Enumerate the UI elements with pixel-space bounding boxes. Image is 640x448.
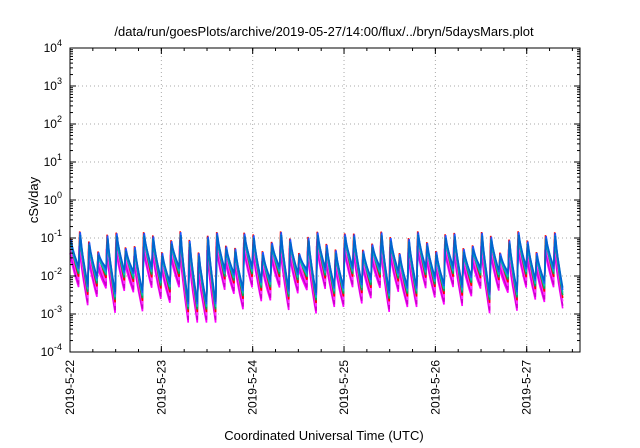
x-tick-label: 2019-5-25 (337, 360, 351, 415)
y-tick-label: 100 (44, 190, 62, 207)
y-tick-label: 10-3 (41, 304, 62, 321)
x-axis-label: Coordinated Universal Time (UTC) (224, 428, 423, 443)
y-axis-label: cSv/day (26, 176, 41, 223)
y-tick-label: 101 (44, 152, 62, 169)
series-line (70, 234, 564, 302)
x-tick-label: 2019-5-27 (520, 360, 534, 415)
x-tick-label: 2019-5-26 (428, 360, 442, 415)
y-tick-label: 10-4 (41, 342, 62, 359)
series-lines (69, 231, 564, 323)
chart-title: /data/run/goesPlots/archive/2019-05-27/1… (114, 24, 534, 39)
y-tick-label: 10-2 (41, 266, 62, 283)
y-tick-label: 103 (44, 76, 62, 93)
y-tick-label: 104 (44, 38, 62, 55)
y-tick-label: 10-1 (41, 228, 62, 245)
y-tick-label: 102 (44, 114, 62, 131)
x-tick-label: 2019-5-22 (63, 360, 77, 415)
ticks: 10-4 10-3 10-2 10-1 100 101 102 103 104 2019-5-22… (41, 38, 580, 415)
x-tick-label: 2019-5-23 (154, 360, 168, 415)
grid (70, 48, 580, 352)
x-tick-label: 2019-5-24 (246, 360, 260, 415)
